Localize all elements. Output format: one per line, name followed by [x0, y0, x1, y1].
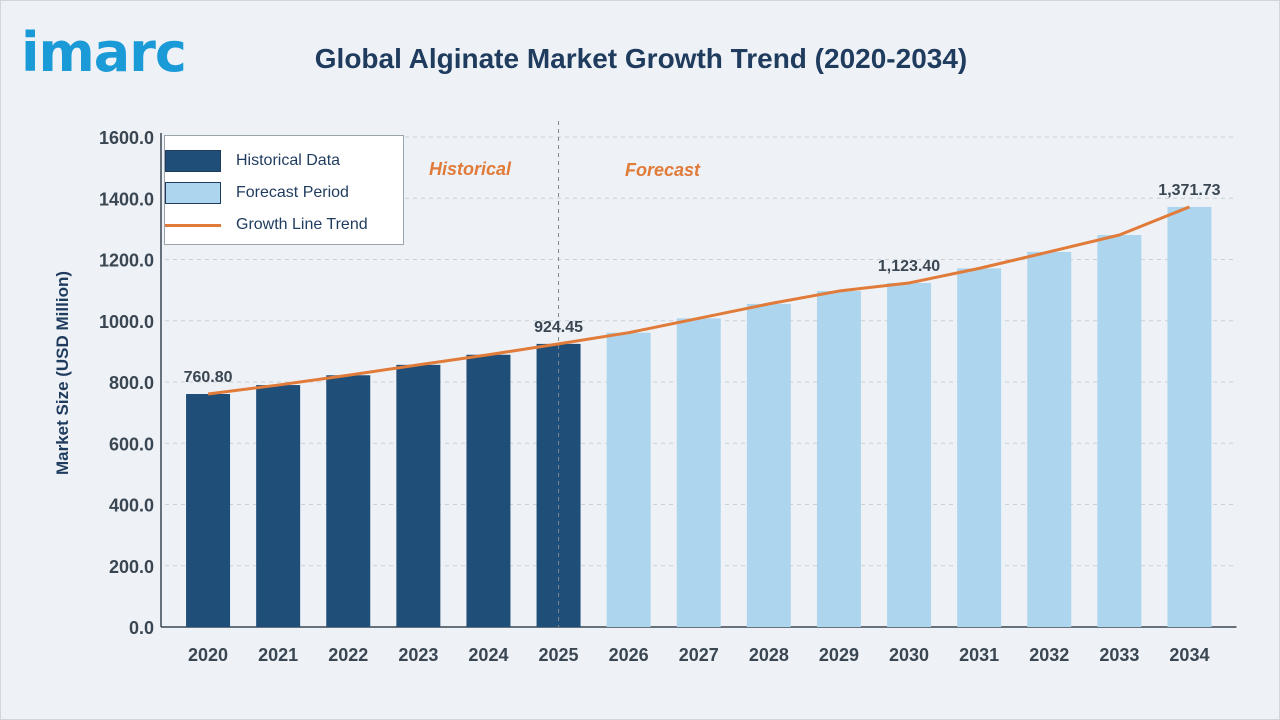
y-tick-label: 1600.0 — [99, 128, 154, 148]
chart-legend: Historical Data Forecast Period Growth L… — [164, 135, 404, 245]
x-tick-label: 2023 — [398, 645, 438, 665]
legend-label-forecast: Forecast Period — [236, 184, 349, 201]
y-tick-label: 1000.0 — [99, 312, 154, 332]
bar-2031 — [957, 268, 1002, 627]
imarc-logo: imarc — [21, 21, 187, 84]
bar-2023 — [396, 364, 441, 627]
x-tick-label: 2034 — [1169, 645, 1209, 665]
bar-2024 — [466, 354, 511, 627]
x-tick-label: 2030 — [889, 645, 929, 665]
bar-2021 — [256, 385, 301, 627]
legend-label-growth-line: Growth Line Trend — [236, 216, 368, 233]
bar-2034 — [1167, 206, 1212, 627]
bar-2033 — [1097, 235, 1142, 627]
legend-item-historical: Historical Data — [165, 144, 403, 174]
bar-2026 — [606, 332, 651, 627]
data-label-2030: 1,123.40 — [878, 258, 940, 275]
y-tick-label: 1200.0 — [99, 251, 154, 271]
legend-item-growth-line: Growth Line Trend — [165, 208, 403, 238]
y-tick-label: 400.0 — [109, 496, 154, 516]
x-tick-label: 2025 — [539, 645, 579, 665]
x-tick-label: 2022 — [328, 645, 368, 665]
forecast-period-label: Forecast — [625, 160, 701, 180]
growth-trend-line — [207, 205, 1191, 396]
bar-2028 — [746, 303, 791, 627]
bar-2020 — [186, 394, 231, 627]
y-tick-label: 0.0 — [129, 618, 154, 638]
x-tick-label: 2029 — [819, 645, 859, 665]
bar-2022 — [326, 375, 371, 627]
legend-item-forecast: Forecast Period — [165, 176, 403, 206]
data-label-2020: 760.80 — [184, 369, 233, 386]
bar-2029 — [816, 291, 861, 627]
data-label-2034: 1,371.73 — [1158, 182, 1220, 199]
legend-swatch-forecast — [165, 182, 221, 204]
y-tick-label: 1400.0 — [99, 189, 154, 209]
legend-swatch-growth-line — [165, 224, 221, 227]
x-tick-label: 2033 — [1099, 645, 1139, 665]
x-tick-label: 2026 — [609, 645, 649, 665]
legend-label-historical: Historical Data — [236, 152, 341, 169]
y-tick-label: 600.0 — [109, 434, 154, 454]
bar-2027 — [676, 318, 721, 627]
x-tick-label: 2024 — [468, 645, 508, 665]
y-tick-label: 800.0 — [109, 373, 154, 393]
chart-title: Global Alginate Market Growth Trend (202… — [314, 43, 968, 74]
legend-swatch-historical — [165, 150, 221, 172]
x-tick-label: 2032 — [1029, 645, 1069, 665]
historical-period-label: Historical — [429, 159, 512, 179]
bar-2032 — [1027, 251, 1072, 627]
data-label-2025: 924.45 — [534, 319, 583, 336]
x-tick-label: 2031 — [959, 645, 999, 665]
bar-2030 — [887, 282, 932, 627]
x-tick-label: 2020 — [188, 645, 228, 665]
y-tick-label: 200.0 — [109, 557, 154, 577]
x-tick-label: 2028 — [749, 645, 789, 665]
x-tick-label: 2027 — [679, 645, 719, 665]
x-tick-label: 2021 — [258, 645, 298, 665]
